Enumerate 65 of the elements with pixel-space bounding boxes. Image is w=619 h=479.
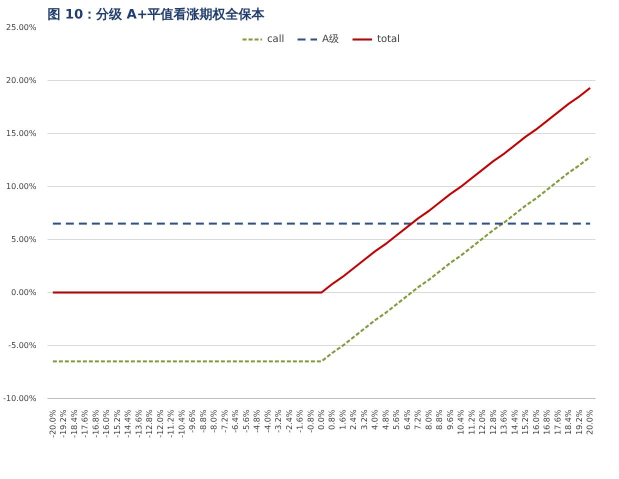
chart-title: 图 10：分级 A+平值看涨期权全保本 — [48, 6, 266, 22]
x-tick-label: 17.6% — [553, 409, 562, 435]
x-tick-label: -1.6% — [296, 409, 305, 433]
x-tick-label: -18.4% — [70, 409, 79, 438]
x-tick-label: 10.4% — [456, 409, 466, 435]
x-tick-label: -6.4% — [231, 409, 240, 433]
x-tick-label: 19.2% — [574, 409, 584, 435]
x-tick-label: 16.8% — [542, 409, 552, 435]
x-tick-label: -9.6% — [188, 409, 198, 433]
legend-label: A级 — [322, 33, 340, 46]
x-tick-label: -12.8% — [145, 409, 154, 438]
x-tick-label: 6.4% — [402, 409, 412, 430]
x-tick-label: -4.8% — [252, 409, 262, 433]
legend-label: total — [377, 34, 400, 44]
x-tick-label: -17.6% — [80, 409, 90, 438]
x-tick-label: -11.2% — [166, 409, 176, 438]
x-tick-label: 13.6% — [500, 409, 509, 435]
x-tick-label: 0.8% — [328, 409, 337, 430]
x-tick-label: 7.2% — [414, 409, 423, 430]
x-tick-label: -4.0% — [263, 409, 272, 433]
x-tick-label: -14.4% — [124, 409, 133, 438]
x-tick-label: 12.0% — [478, 409, 488, 435]
x-tick-label: 8.8% — [435, 409, 444, 430]
y-tick-label: 5.00% — [11, 235, 37, 244]
line-series — [52, 156, 592, 362]
x-tick-label: 15.2% — [521, 409, 530, 435]
x-tick-label: 3.2% — [360, 409, 369, 430]
x-tick-label: 16.0% — [532, 409, 541, 435]
x-tick-label: -13.6% — [134, 409, 144, 438]
y-tick-label: -10.00% — [3, 394, 37, 403]
x-tick-label: -5.6% — [242, 409, 251, 433]
x-tick-label: 9.6% — [446, 409, 455, 430]
y-tick-label: -5.00% — [8, 341, 37, 350]
x-tick-label: -10.4% — [177, 409, 186, 438]
y-tick-label: 25.00% — [6, 23, 37, 32]
y-tick-label: 20.00% — [6, 76, 37, 85]
y-tick-label: 0.00% — [11, 288, 37, 297]
x-tick-label: -15.2% — [112, 409, 122, 438]
x-tick-label: -16.8% — [91, 409, 100, 438]
x-tick-label: -0.8% — [306, 409, 316, 433]
x-tick-label: 11.2% — [467, 409, 476, 435]
x-tick-label: 4.0% — [370, 409, 380, 430]
x-tick-label: -19.2% — [59, 409, 68, 438]
x-tick-label: -8.8% — [198, 409, 208, 433]
x-tick-label: 0.0% — [317, 409, 326, 430]
x-tick-label: 4.8% — [381, 409, 390, 430]
x-tick-label: 2.4% — [349, 409, 358, 430]
x-tick-label: -12.0% — [156, 409, 165, 438]
line-series — [52, 86, 592, 294]
x-tick-label: 12.8% — [488, 409, 498, 435]
x-tick-label: 1.6% — [338, 409, 348, 430]
x-tick-label: -7.2% — [220, 409, 230, 433]
x-tick-label: -20.0% — [48, 409, 58, 438]
x-tick-label: 18.4% — [564, 409, 574, 435]
x-tick-label: 20.0% — [586, 409, 595, 435]
legend-label: call — [267, 34, 286, 44]
x-tick-label: -2.4% — [284, 409, 294, 433]
x-tick-label: -3.2% — [274, 409, 284, 433]
x-tick-label: 5.6% — [392, 409, 402, 430]
y-tick-label: 15.00% — [6, 129, 37, 138]
y-tick-label: 10.00% — [6, 182, 37, 191]
x-tick-label: -8.0% — [210, 409, 219, 433]
x-tick-label: 8.0% — [424, 409, 434, 430]
x-tick-label: 14.4% — [510, 409, 520, 435]
x-tick-label: -16.0% — [102, 409, 112, 438]
